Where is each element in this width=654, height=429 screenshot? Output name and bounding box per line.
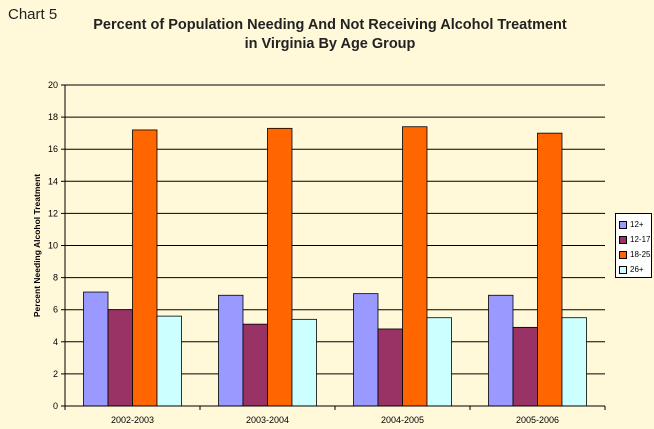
bar-26plus-2003-2004 — [291, 318, 317, 407]
legend-item: 12+ — [619, 217, 651, 232]
y-axis-label: Percent Needing Alcohol Treatment — [32, 174, 42, 317]
legend-item: 18-25 — [619, 247, 651, 262]
bar-12plus-2003-2004 — [218, 294, 244, 407]
y-tick-label: 14 — [48, 176, 58, 186]
y-tick-label: 2 — [53, 369, 58, 379]
bar-18-25-2005-2006 — [537, 132, 563, 407]
y-tick-label: 6 — [53, 305, 58, 315]
x-tick-label: 2002-2003 — [111, 415, 154, 425]
bar-18-25-2004-2005 — [402, 126, 428, 407]
bar-12-17-2004-2005 — [377, 328, 403, 407]
legend-label: 12-17 — [630, 235, 651, 244]
y-tick-label: 8 — [53, 273, 58, 283]
legend-label: 12+ — [630, 220, 644, 229]
legend-swatch — [619, 250, 627, 259]
bar-12plus-2004-2005 — [353, 293, 379, 407]
y-tick-label: 18 — [48, 112, 58, 122]
bar-12-17-2002-2003 — [107, 309, 133, 407]
bar-26plus-2002-2003 — [156, 315, 182, 407]
legend-item: 12-17 — [619, 232, 651, 247]
x-tick-label: 2005-2006 — [516, 415, 559, 425]
bar-18-25-2003-2004 — [267, 127, 293, 407]
y-tick-label: 10 — [48, 241, 58, 251]
legend-item: 26+ — [619, 262, 651, 277]
x-tick-label: 2003-2004 — [246, 415, 289, 425]
bar-12plus-2005-2006 — [488, 294, 514, 407]
bar-12plus-2002-2003 — [83, 291, 109, 407]
legend-swatch — [619, 235, 627, 244]
y-tick-label: 0 — [53, 401, 58, 411]
legend-label: 18-25 — [630, 250, 651, 259]
y-tick-label: 20 — [48, 80, 58, 90]
chart-title: Percent of Population Needing And Not Re… — [60, 16, 600, 54]
bar-26plus-2004-2005 — [426, 317, 452, 407]
chart-title-line-2: in Virginia By Age Group — [244, 36, 416, 52]
y-tick-label: 12 — [48, 208, 58, 218]
y-tick-label: 16 — [48, 144, 58, 154]
legend-swatch — [619, 265, 627, 274]
legend-label: 26+ — [630, 265, 644, 274]
chart-title-line-1: Percent of Population Needing And Not Re… — [93, 17, 567, 33]
bar-12-17-2005-2006 — [512, 326, 538, 407]
y-tick-label: 4 — [53, 337, 58, 347]
bar-12-17-2003-2004 — [242, 323, 268, 407]
x-tick-label: 2004-2005 — [381, 415, 424, 425]
bar-26plus-2005-2006 — [561, 317, 587, 407]
chart-label: Chart 5 — [8, 6, 58, 23]
legend-swatch — [619, 220, 627, 229]
chart-legend: 12+ 12-17 18-25 26+ — [615, 213, 652, 278]
bar-18-25-2002-2003 — [132, 129, 158, 407]
